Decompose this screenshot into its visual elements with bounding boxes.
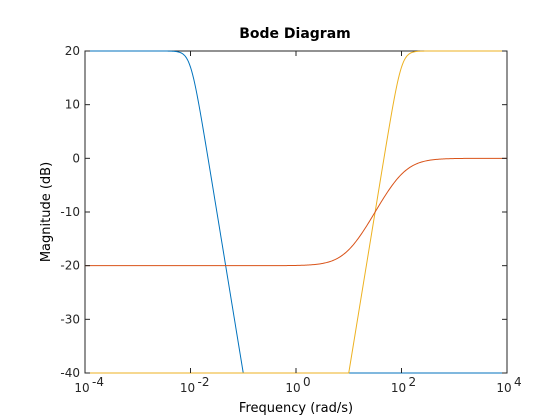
y-tick-label: 10 xyxy=(65,98,80,112)
x-axis-label: Frequency (rad/s) xyxy=(239,401,353,416)
y-tick-label: -40 xyxy=(60,366,80,380)
y-tick-label: -30 xyxy=(60,312,80,326)
x-tick-exponent: 4 xyxy=(514,375,522,389)
axes-box xyxy=(84,50,508,374)
y-tick-label: -10 xyxy=(60,205,80,219)
x-tick-label: 10 xyxy=(496,381,511,395)
y-tick-label: -20 xyxy=(60,259,80,273)
series-line-3 xyxy=(85,157,507,267)
x-tick-label: 10 xyxy=(180,381,195,395)
x-tick-exponent: -4 xyxy=(92,375,104,389)
x-tick-exponent: 2 xyxy=(409,375,417,389)
y-tick-label: 20 xyxy=(65,44,80,58)
x-tick-label: 10 xyxy=(74,381,89,395)
x-tick-label: 10 xyxy=(285,381,300,395)
y-tick-label: 0 xyxy=(72,151,80,165)
x-tick-exponent: -2 xyxy=(198,375,210,389)
x-tick-exponent: 0 xyxy=(303,375,311,389)
chart-title: Bode Diagram xyxy=(239,26,351,42)
y-axis-label: Magnitude (dB) xyxy=(39,162,54,262)
x-tick-label: 10 xyxy=(391,381,406,395)
